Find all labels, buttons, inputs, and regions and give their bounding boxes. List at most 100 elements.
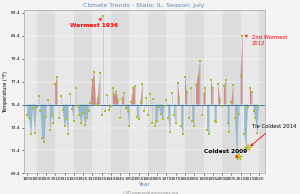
Point xyxy=(109,104,113,107)
Point xyxy=(36,95,41,98)
Point xyxy=(246,105,250,108)
Point xyxy=(147,93,152,96)
Point xyxy=(138,101,143,104)
Point xyxy=(66,133,71,136)
Point xyxy=(77,113,82,116)
Point xyxy=(82,124,87,127)
Bar xyxy=(241,10,259,173)
Point xyxy=(79,121,84,125)
Point xyxy=(160,118,165,121)
Bar xyxy=(185,10,203,173)
X-axis label: Year: Year xyxy=(138,182,150,187)
Point xyxy=(95,96,100,99)
Point xyxy=(106,109,111,112)
Bar xyxy=(92,10,111,173)
Bar xyxy=(259,10,278,173)
Point xyxy=(240,34,245,37)
Point xyxy=(157,105,161,108)
Point xyxy=(101,14,106,17)
Point xyxy=(90,79,95,82)
Point xyxy=(51,121,56,125)
Point xyxy=(236,112,241,115)
Point xyxy=(231,83,236,87)
Point xyxy=(125,110,130,113)
Point xyxy=(177,96,182,99)
Point xyxy=(68,93,73,96)
Point xyxy=(203,87,208,90)
Title: Climate Trends - State: IL, Season: July: Climate Trends - State: IL, Season: July xyxy=(83,3,205,9)
Point xyxy=(162,104,167,107)
Point xyxy=(153,125,158,128)
Point xyxy=(253,117,258,120)
Point xyxy=(62,125,67,128)
Point xyxy=(199,113,204,116)
Point xyxy=(205,128,210,131)
Point xyxy=(99,113,104,116)
Point xyxy=(60,109,65,112)
Point xyxy=(88,102,93,105)
Point xyxy=(164,98,169,101)
Point xyxy=(248,87,252,90)
Point xyxy=(221,85,226,88)
Point xyxy=(197,59,202,62)
Point xyxy=(64,118,69,121)
Point xyxy=(251,110,256,113)
Bar xyxy=(148,10,167,173)
Point xyxy=(73,87,78,90)
Point xyxy=(149,121,154,125)
Point xyxy=(49,113,54,116)
Point xyxy=(218,98,223,101)
Point xyxy=(220,104,224,107)
Bar xyxy=(203,10,222,173)
Point xyxy=(186,117,191,120)
Bar xyxy=(167,10,185,173)
Point xyxy=(123,106,128,109)
Point xyxy=(136,118,141,121)
Point xyxy=(34,105,39,108)
Point xyxy=(133,85,137,88)
Point xyxy=(29,133,34,136)
Point xyxy=(151,97,156,100)
Point xyxy=(168,131,172,134)
Point xyxy=(169,91,174,94)
Point xyxy=(44,116,48,119)
Point xyxy=(84,117,89,120)
Point xyxy=(214,120,219,123)
Point xyxy=(114,90,119,94)
Point xyxy=(194,83,199,87)
Point xyxy=(155,119,160,122)
Point xyxy=(94,103,98,106)
Point xyxy=(58,95,63,98)
Point xyxy=(184,90,189,94)
Point xyxy=(75,104,80,107)
Point xyxy=(116,98,121,101)
Point xyxy=(238,74,243,77)
Point xyxy=(179,125,184,128)
Point xyxy=(86,110,91,113)
Point xyxy=(127,125,132,128)
Text: ©SPI www.southernclimate.org: ©SPI www.southernclimate.org xyxy=(122,191,178,194)
Point xyxy=(188,87,193,90)
Bar xyxy=(37,10,55,173)
Point xyxy=(172,113,176,116)
Point xyxy=(232,117,237,120)
Point xyxy=(57,117,62,120)
Point xyxy=(71,119,76,122)
Point xyxy=(146,113,150,116)
Point xyxy=(31,106,35,109)
Point xyxy=(103,110,108,113)
Point xyxy=(244,147,248,150)
Text: Coldest 2009: Coldest 2009 xyxy=(203,149,247,157)
Point xyxy=(257,104,262,107)
Point xyxy=(192,125,197,128)
Point xyxy=(249,90,254,94)
Point xyxy=(210,87,215,90)
Point xyxy=(131,87,136,90)
Point xyxy=(55,75,59,79)
Point xyxy=(144,96,148,99)
Point xyxy=(175,81,180,84)
Point xyxy=(142,110,147,113)
Point xyxy=(118,117,122,120)
Bar xyxy=(55,10,74,173)
Point xyxy=(105,94,110,97)
